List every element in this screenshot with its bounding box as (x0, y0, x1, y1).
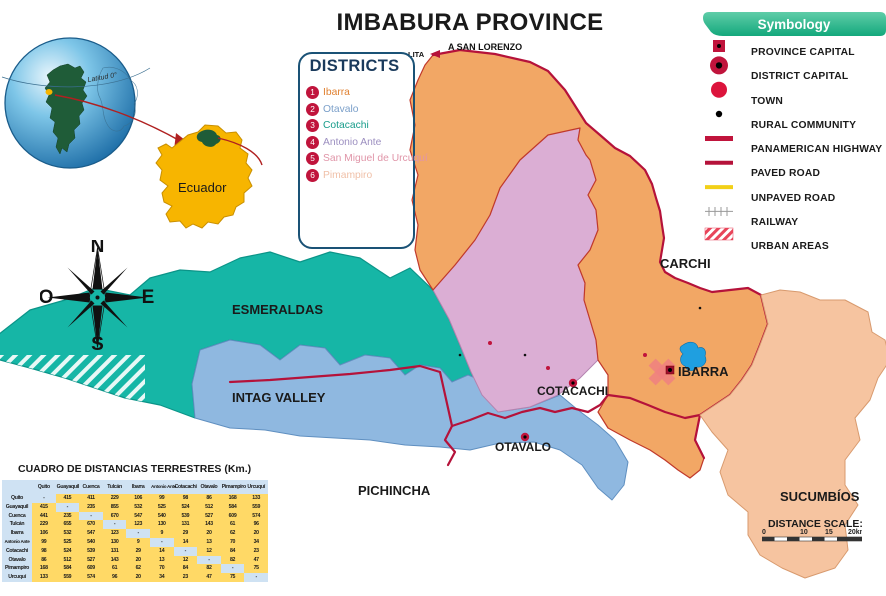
svg-text:10: 10 (800, 529, 808, 536)
svg-text:Symbology: Symbology (758, 17, 831, 32)
svg-text:S: S (91, 334, 104, 355)
svg-text:0: 0 (762, 529, 766, 536)
svg-text:O: O (40, 287, 53, 308)
svg-text:E: E (142, 287, 155, 308)
svg-text:20km: 20km (848, 529, 862, 536)
svg-text:15: 15 (825, 529, 833, 536)
svg-text:N: N (91, 240, 105, 257)
svg-text:Ecuador: Ecuador (178, 180, 227, 195)
